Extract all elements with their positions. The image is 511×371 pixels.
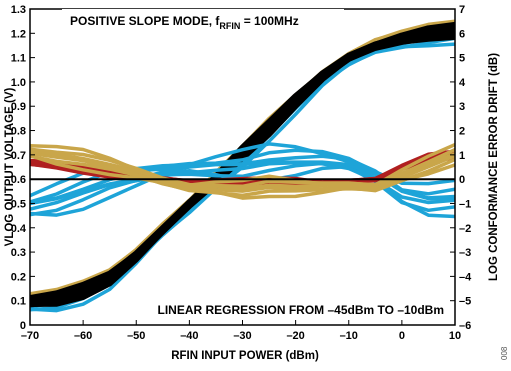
x-axis-ticks: –70 –60 –50 –40 –30 –20 –10 0 10 bbox=[21, 320, 461, 342]
y-right-tick-label: –6 bbox=[459, 320, 471, 332]
y-left-tick-label: 0.3 bbox=[11, 247, 26, 259]
y-right-tick-label: –5 bbox=[459, 296, 471, 308]
x-tick-label: –30 bbox=[233, 330, 251, 342]
series-trace bbox=[30, 21, 455, 302]
regression-label: LINEAR REGRESSION FROM –45dBm TO –10dBm bbox=[158, 303, 445, 317]
y-left-tick-label: 0.8 bbox=[11, 126, 26, 138]
y-left-tick-label: 0.2 bbox=[11, 271, 26, 283]
y-left-tick-label: 0.9 bbox=[11, 101, 26, 113]
title-end: = 100MHz bbox=[240, 14, 298, 28]
series-gold_family-right bbox=[30, 142, 455, 200]
y-right-tick-label: 2 bbox=[459, 126, 465, 138]
y-left-tick-label: 0.5 bbox=[11, 198, 26, 210]
y-left-tick-label: 1.3 bbox=[11, 4, 26, 16]
svg-text:POSITIVE SLOPE MODE, fRFIN = 1: POSITIVE SLOPE MODE, fRFIN = 100MHz bbox=[70, 14, 299, 31]
x-tick-label: –10 bbox=[340, 330, 358, 342]
x-tick-label: –40 bbox=[180, 330, 198, 342]
y-left-axis-title: VLOG OUTPUT VOLTAGE (V) bbox=[4, 88, 16, 247]
x-tick-label: –70 bbox=[21, 330, 39, 342]
y-left-tick-label: 0.6 bbox=[11, 174, 26, 186]
title-main: POSITIVE SLOPE MODE, f bbox=[70, 14, 220, 28]
regression-annotation: LINEAR REGRESSION FROM –45dBm TO –10dBm bbox=[127, 299, 444, 318]
y-left-tick-label: 0.4 bbox=[11, 223, 27, 235]
x-tick-label: –50 bbox=[127, 330, 145, 342]
y-right-axis-ticks: –6 –5 –4 –3 –2 –1 0 1 2 3 4 5 6 7 bbox=[450, 4, 472, 332]
y-right-tick-label: –3 bbox=[459, 247, 471, 259]
y-right-tick-label: 1 bbox=[459, 150, 465, 162]
y-left-tick-label: 1.0 bbox=[11, 77, 26, 89]
chart-title: POSITIVE SLOPE MODE, fRFIN = 100MHz bbox=[62, 9, 344, 31]
x-tick-label: 0 bbox=[399, 330, 405, 342]
series-vlog_band-left bbox=[30, 21, 455, 308]
y-left-axis-ticks: 0 0.1 0.2 0.3 0.4 0.5 0.6 0.7 0.8 0.9 1.0 1.1 1.2 1.3 bbox=[11, 4, 35, 332]
x-axis-title: RFIN INPUT POWER (dBm) bbox=[171, 350, 319, 362]
plot-area bbox=[30, 19, 455, 313]
y-right-axis-title: LOG CONFORMANCE ERROR DRIFT (dB) bbox=[488, 53, 500, 281]
title-subscript: RFIN bbox=[219, 21, 240, 31]
figure-id: 008 bbox=[500, 346, 509, 360]
series-layer bbox=[30, 19, 455, 313]
y-right-tick-label: 5 bbox=[459, 53, 465, 65]
y-right-tick-label: 3 bbox=[459, 101, 465, 113]
y-left-tick-label: 0.1 bbox=[11, 296, 26, 308]
y-right-tick-label: –1 bbox=[459, 198, 471, 210]
y-right-tick-label: 4 bbox=[459, 77, 466, 89]
y-left-tick-label: 0 bbox=[20, 320, 26, 332]
y-right-tick-label: 7 bbox=[459, 4, 465, 16]
y-right-tick-label: 0 bbox=[459, 174, 465, 186]
y-left-tick-label: 0.7 bbox=[11, 150, 26, 162]
x-tick-label: –60 bbox=[74, 330, 92, 342]
y-right-tick-label: –4 bbox=[459, 271, 472, 283]
y-right-tick-label: –2 bbox=[459, 223, 471, 235]
y-left-tick-label: 1.1 bbox=[11, 53, 26, 65]
y-right-tick-label: 6 bbox=[459, 28, 465, 40]
x-tick-label: –20 bbox=[286, 330, 304, 342]
x-tick-label: 10 bbox=[449, 330, 461, 342]
y-left-tick-label: 1.2 bbox=[11, 28, 26, 40]
